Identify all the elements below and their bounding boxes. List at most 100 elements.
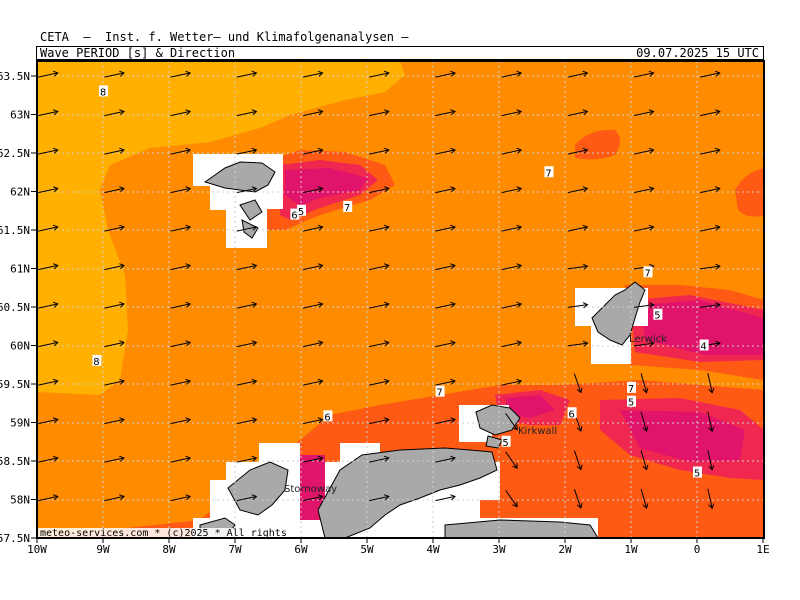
- direction-arrow: [104, 301, 125, 309]
- direction-arrow: [236, 455, 258, 463]
- field-below-5: [300, 462, 325, 520]
- lon-label: 9W: [96, 543, 110, 556]
- direction-arrow: [435, 147, 456, 155]
- direction-arrow: [435, 301, 456, 309]
- field-6-7: [575, 129, 620, 160]
- direction-arrow: [170, 263, 192, 271]
- longitude-labels: 10W 9W 8W 7W 6W 5W 4W 3W 2W 1W 0 1E: [27, 538, 770, 556]
- landmass: [199, 161, 646, 538]
- place-stornoway: Stornoway: [284, 484, 337, 495]
- direction-arrow: [236, 109, 258, 117]
- direction-arrow: [501, 301, 523, 309]
- grid-lines: [37, 61, 764, 538]
- direction-arrows: [38, 70, 721, 510]
- parameter-title: Wave_PERIOD_[s]_&_Direction: [40, 46, 236, 60]
- direction-arrow: [435, 455, 456, 463]
- lat-label: 58N: [10, 494, 30, 507]
- direction-arrow: [302, 340, 324, 348]
- direction-arrow: [435, 70, 456, 78]
- direction-arrow: [633, 302, 655, 309]
- field-below-5: [285, 168, 368, 206]
- direction-arrow: [236, 147, 258, 155]
- direction-arrow: [633, 224, 655, 232]
- lon-label: 1W: [624, 543, 638, 556]
- contour-label: 6: [568, 409, 574, 420]
- contour-label: 6: [324, 412, 330, 423]
- contour-label-bg: [544, 166, 554, 178]
- contour-label: 5: [628, 398, 634, 409]
- direction-arrow: [104, 494, 125, 502]
- direction-arrow: [700, 186, 721, 194]
- direction-arrow: [369, 263, 390, 271]
- lewis-harris: [227, 461, 289, 516]
- direction-arrow: [369, 378, 390, 386]
- direction-arrow: [104, 109, 125, 117]
- direction-arrow: [573, 488, 583, 509]
- direction-arrow: [435, 340, 456, 348]
- lat-label: 63N: [10, 109, 30, 122]
- footer-backing: [37, 528, 277, 538]
- direction-arrow: [633, 147, 655, 155]
- direction-arrow: [369, 147, 390, 155]
- direction-arrow: [170, 417, 192, 425]
- contour-label: 5: [694, 469, 700, 480]
- direction-arrow: [567, 302, 589, 309]
- direction-arrow: [369, 109, 390, 117]
- direction-arrow: [170, 378, 192, 386]
- title-bar: Wave_PERIOD_[s]_&_Direction 09.07.2025 1…: [36, 46, 764, 60]
- direction-arrow: [170, 186, 192, 194]
- lat-label: 63.5N: [0, 70, 30, 83]
- direction-arrow: [640, 411, 649, 433]
- direction-arrow: [170, 301, 192, 309]
- direction-arrow: [435, 263, 456, 271]
- direction-arrow: [707, 373, 715, 394]
- direction-arrow: [236, 301, 258, 309]
- direction-arrow: [633, 340, 655, 347]
- direction-arrow: [707, 450, 715, 471]
- direction-arrow: [302, 147, 324, 155]
- direction-arrow: [104, 263, 125, 271]
- direction-arrow: [573, 450, 583, 471]
- direction-arrow: [38, 340, 59, 348]
- contour-label-bg: [343, 200, 353, 212]
- direction-arrow: [302, 378, 324, 386]
- direction-arrow: [38, 263, 59, 271]
- direction-arrow: [369, 186, 390, 194]
- contour-label-bg: [693, 466, 702, 478]
- direction-arrow: [170, 147, 192, 155]
- direction-arrow: [38, 301, 59, 309]
- direction-arrow: [38, 455, 59, 463]
- lon-label: 1E: [756, 543, 769, 556]
- place-kirkwall: Kirkwall: [518, 426, 557, 437]
- direction-arrow: [700, 224, 721, 232]
- direction-arrow: [505, 451, 518, 469]
- direction-arrow: [633, 70, 655, 78]
- contour-label-bg: [643, 266, 653, 278]
- contour-label: 8: [100, 87, 106, 98]
- direction-arrow: [633, 109, 655, 117]
- direction-arrow: [38, 378, 59, 386]
- direction-arrow: [302, 186, 324, 194]
- contour-label: 7: [644, 268, 650, 279]
- direction-arrow: [104, 70, 125, 78]
- contour-label: 7: [545, 168, 551, 179]
- shetland-islands: [591, 281, 646, 346]
- direction-arrow: [236, 70, 258, 78]
- direction-arrow: [435, 378, 456, 386]
- direction-arrow: [567, 109, 589, 117]
- direction-arrow: [501, 378, 523, 386]
- contour-label-bg: [290, 208, 300, 220]
- direction-arrow: [38, 417, 59, 425]
- direction-arrow: [236, 378, 258, 386]
- faroe-islands: [203, 161, 276, 193]
- direction-arrow: [104, 340, 125, 348]
- direction-arrow: [501, 224, 523, 232]
- field-below-5: [640, 300, 764, 355]
- orkney-islands: [475, 404, 521, 436]
- scotland-mainland: [317, 447, 498, 538]
- contour-label: 6: [291, 211, 297, 222]
- contour-label: 4: [700, 342, 706, 353]
- lat-label: 62.5N: [0, 147, 30, 160]
- direction-arrow: [700, 263, 721, 270]
